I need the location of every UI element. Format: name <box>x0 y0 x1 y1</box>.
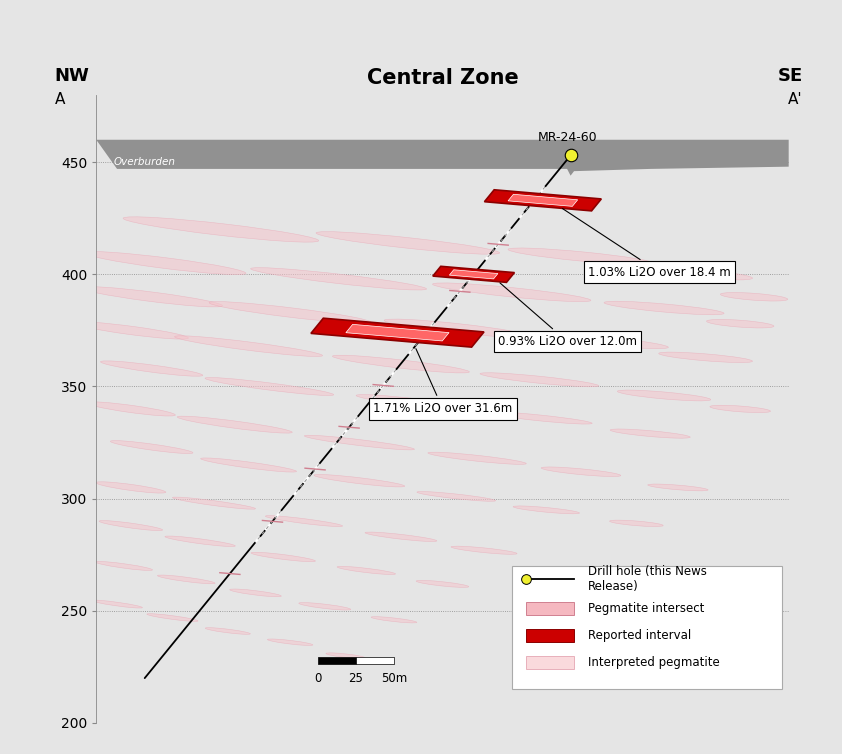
Ellipse shape <box>508 248 654 265</box>
Ellipse shape <box>209 302 371 323</box>
Text: Reported interval: Reported interval <box>588 629 691 642</box>
Text: 0.93% Li2O over 12.0m: 0.93% Li2O over 12.0m <box>498 283 637 348</box>
Ellipse shape <box>177 416 292 433</box>
Ellipse shape <box>81 287 222 307</box>
Text: Overburden: Overburden <box>114 157 176 167</box>
Ellipse shape <box>721 293 788 301</box>
Ellipse shape <box>433 283 591 302</box>
Ellipse shape <box>268 639 313 645</box>
Text: 50m: 50m <box>381 673 408 685</box>
Polygon shape <box>96 139 789 176</box>
Ellipse shape <box>658 352 753 363</box>
Text: Interpreted pegmatite: Interpreted pegmatite <box>588 656 720 669</box>
Ellipse shape <box>365 532 437 541</box>
Ellipse shape <box>549 335 669 348</box>
Polygon shape <box>433 266 514 282</box>
Text: 25: 25 <box>349 673 364 685</box>
Ellipse shape <box>541 467 621 477</box>
Text: 0: 0 <box>314 673 322 685</box>
Ellipse shape <box>604 302 724 314</box>
Ellipse shape <box>87 402 175 416</box>
Text: A: A <box>55 92 65 107</box>
Ellipse shape <box>99 520 163 531</box>
FancyBboxPatch shape <box>525 629 574 642</box>
FancyBboxPatch shape <box>525 656 574 669</box>
Text: MR-24-60: MR-24-60 <box>537 131 597 144</box>
Polygon shape <box>484 190 601 211</box>
Ellipse shape <box>513 506 579 513</box>
Ellipse shape <box>416 581 469 587</box>
Ellipse shape <box>451 546 517 554</box>
Ellipse shape <box>610 429 690 438</box>
FancyBboxPatch shape <box>512 566 781 689</box>
Ellipse shape <box>706 320 774 328</box>
Text: Pegmatite intersect: Pegmatite intersect <box>588 602 704 615</box>
Ellipse shape <box>480 372 599 387</box>
Title: Central Zone: Central Zone <box>366 68 519 87</box>
Text: NW: NW <box>55 66 89 84</box>
Ellipse shape <box>299 602 351 610</box>
Ellipse shape <box>417 492 496 501</box>
Ellipse shape <box>73 322 189 339</box>
Ellipse shape <box>487 412 592 424</box>
Ellipse shape <box>230 589 281 596</box>
Text: A': A' <box>788 92 802 107</box>
Ellipse shape <box>617 390 711 401</box>
Polygon shape <box>508 195 578 207</box>
Ellipse shape <box>333 355 469 373</box>
Ellipse shape <box>251 552 316 562</box>
Text: 1.03% Li2O over 18.4 m: 1.03% Li2O over 18.4 m <box>562 209 731 278</box>
Ellipse shape <box>200 458 296 472</box>
Polygon shape <box>346 324 449 341</box>
Ellipse shape <box>356 394 473 409</box>
FancyBboxPatch shape <box>525 602 574 615</box>
Ellipse shape <box>85 252 246 274</box>
Ellipse shape <box>147 614 198 621</box>
Ellipse shape <box>95 562 152 571</box>
Ellipse shape <box>165 536 235 547</box>
Ellipse shape <box>371 617 417 623</box>
Ellipse shape <box>326 653 365 658</box>
Polygon shape <box>450 270 498 279</box>
Text: Drill hole (this News
Release): Drill hole (this News Release) <box>588 566 706 593</box>
Text: 1.71% Li2O over 31.6m: 1.71% Li2O over 31.6m <box>373 348 513 415</box>
Ellipse shape <box>314 474 405 487</box>
Ellipse shape <box>92 600 142 608</box>
Ellipse shape <box>205 378 333 395</box>
Polygon shape <box>311 318 484 347</box>
Ellipse shape <box>251 268 427 290</box>
Ellipse shape <box>647 484 708 491</box>
Ellipse shape <box>710 405 770 412</box>
Ellipse shape <box>157 575 215 584</box>
Text: SE: SE <box>777 66 802 84</box>
Ellipse shape <box>337 566 396 575</box>
Ellipse shape <box>123 217 318 242</box>
Ellipse shape <box>428 452 526 464</box>
Ellipse shape <box>658 268 753 280</box>
Ellipse shape <box>100 361 203 376</box>
Ellipse shape <box>174 336 322 357</box>
Ellipse shape <box>110 440 193 453</box>
Ellipse shape <box>304 435 414 450</box>
Ellipse shape <box>316 231 499 254</box>
Ellipse shape <box>96 482 166 493</box>
Ellipse shape <box>384 319 529 337</box>
Ellipse shape <box>610 520 663 526</box>
Ellipse shape <box>173 497 255 509</box>
Ellipse shape <box>265 516 343 526</box>
Ellipse shape <box>205 627 250 634</box>
